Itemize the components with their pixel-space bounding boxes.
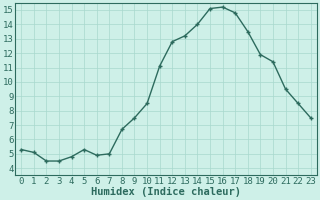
X-axis label: Humidex (Indice chaleur): Humidex (Indice chaleur)	[91, 187, 241, 197]
